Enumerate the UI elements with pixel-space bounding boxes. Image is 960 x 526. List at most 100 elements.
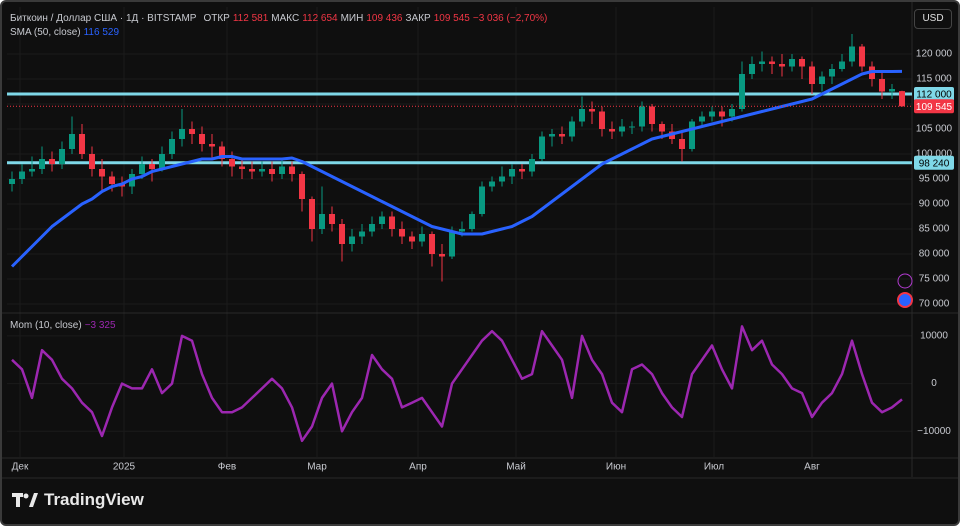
symbol-title[interactable]: Биткоин / Доллар США · 1Д · BITSTAMP (10, 13, 197, 24)
candle-body (789, 59, 795, 67)
candle-body (609, 129, 615, 132)
candle-body (29, 169, 35, 172)
candle-body (149, 164, 155, 169)
candle-body (209, 144, 215, 147)
candle-body (189, 129, 195, 134)
brand-logo (12, 493, 38, 507)
candle-body (329, 214, 335, 224)
currency-button[interactable]: USD (914, 9, 952, 29)
x-tick-label: Июл (704, 462, 724, 473)
candle-body (269, 169, 275, 174)
candle-body (719, 111, 725, 117)
candle-body (169, 139, 175, 154)
y-tick-label: −10000 (917, 426, 951, 437)
mom-value: −3 325 (84, 320, 116, 331)
candle-body (499, 176, 505, 182)
mom-header: Mom (10, close) −3 325 (10, 320, 116, 331)
candle-body (639, 106, 645, 127)
ohlc-value: 112 581 (232, 13, 269, 24)
level-label: 98 240 (919, 158, 950, 169)
candle-body (309, 199, 315, 229)
candle-body (839, 61, 845, 69)
candle-body (489, 181, 495, 187)
sma-value: 116 529 (83, 27, 119, 38)
candle-body (659, 124, 665, 132)
ohlc-values: ОТКР 112 581 МАКС 112 654 МИН 109 436 ЗАКР 109 … (203, 13, 469, 24)
candle-body (279, 166, 285, 174)
y-tick-label: 10000 (920, 331, 948, 342)
candle-body (239, 166, 245, 169)
candle-body (389, 216, 395, 229)
candle-body (519, 169, 525, 172)
ohlc-name: МИН (340, 13, 364, 24)
x-tick-label: Май (506, 462, 526, 473)
candle-body (529, 159, 535, 172)
symbol-header: Биткоин / Доллар США · 1Д · BITSTAMP ОТК… (10, 13, 547, 24)
candle-body (219, 146, 225, 159)
candle-body (479, 186, 485, 214)
change-label: −3 036 (−2,70%) (472, 13, 548, 24)
candle-body (749, 64, 755, 74)
y-tick-label: 90 000 (919, 199, 950, 210)
candle-body (399, 229, 405, 237)
candle-body (579, 109, 585, 122)
ohlc-value: 109 436 (366, 13, 403, 24)
candle-body (89, 154, 95, 169)
sma-name[interactable]: SMA (50, close) (10, 27, 81, 38)
mom-name[interactable]: Mom (10, close) (10, 320, 82, 331)
candle-body (859, 46, 865, 67)
candle-body (849, 46, 855, 62)
candle-body (299, 174, 305, 199)
candle-body (199, 134, 205, 144)
ohlc-name: ОТКР (203, 13, 230, 24)
candle-body (349, 236, 355, 244)
y-tick-label: 105 000 (916, 124, 953, 135)
candle-body (819, 76, 825, 84)
candle-body (759, 61, 765, 64)
candle-body (339, 224, 345, 244)
x-tick-label: Мар (307, 462, 327, 473)
event-icon[interactable] (897, 273, 913, 289)
candle-body (429, 234, 435, 254)
brand-name[interactable]: TradingView (44, 490, 144, 509)
candle-body (799, 59, 805, 67)
momentum-line (11, 325, 903, 443)
candle-body (629, 126, 635, 128)
candle-body (439, 254, 445, 257)
candle-body (559, 134, 565, 137)
x-tick-label: Апр (409, 462, 427, 473)
candle-body (39, 159, 45, 169)
candle-body (509, 169, 515, 177)
candle-body (549, 134, 555, 137)
candle-body (769, 61, 775, 64)
candle-body (289, 166, 295, 174)
y-tick-label: 75 000 (919, 274, 950, 285)
candle-body (109, 176, 115, 184)
last-price-label: 109 545 (916, 102, 953, 113)
candle-body (359, 231, 365, 237)
candle-body (619, 126, 625, 132)
candle-body (9, 179, 15, 184)
candle-body (229, 159, 235, 167)
candle-body (569, 121, 575, 137)
y-tick-label: 70 000 (919, 299, 950, 310)
candle-body (829, 69, 835, 77)
x-tick-label: Фев (218, 462, 236, 473)
ohlc-name: МАКС (271, 13, 300, 24)
candle-body (49, 159, 55, 164)
y-tick-label: 95 000 (919, 174, 950, 185)
candle-body (159, 154, 165, 169)
level-label-box (914, 87, 954, 101)
candle-body (889, 89, 895, 92)
last-price-box (914, 99, 954, 114)
ohlc-value: 109 545 (433, 13, 470, 24)
candle-body (409, 236, 415, 242)
candle-body (99, 169, 105, 177)
candle-body (879, 79, 885, 92)
candle-body (649, 106, 655, 124)
candle-body (679, 139, 685, 149)
flag-icon[interactable] (897, 292, 913, 308)
candle-body (249, 169, 255, 172)
y-tick-label: 0 (931, 378, 937, 389)
candle-body (79, 134, 85, 154)
